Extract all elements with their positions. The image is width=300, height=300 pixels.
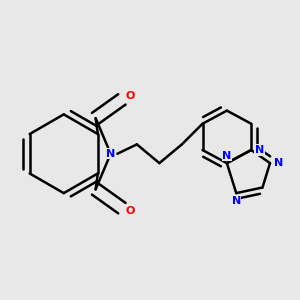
Text: O: O — [125, 206, 135, 216]
Text: N: N — [255, 145, 264, 155]
Text: N: N — [222, 151, 232, 160]
Text: O: O — [125, 92, 135, 101]
Text: N: N — [106, 149, 115, 159]
Text: N: N — [232, 196, 241, 206]
Text: N: N — [274, 158, 283, 168]
